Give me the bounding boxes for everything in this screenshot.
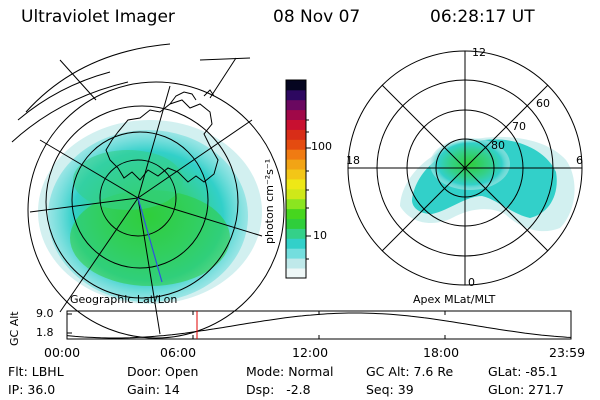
- midnight-meridian: [137, 197, 163, 283]
- timeline-frame: [66, 310, 572, 340]
- orbit-altitude-curve: [66, 312, 572, 339]
- colorbar-band: [286, 159, 306, 170]
- colorbar-band: [286, 238, 306, 249]
- timeline-xtick-1200: 12:00: [292, 345, 329, 360]
- colorbar-band: [286, 198, 306, 210]
- colorbar: [286, 80, 306, 279]
- status-filter: Flt: LBHL: [8, 364, 64, 379]
- colorbar-tick-10: 10: [313, 229, 327, 242]
- colorbar-band: [286, 208, 306, 219]
- colorbar-band: [286, 169, 306, 180]
- right-panel-caption: Apex MLat/MLT: [413, 293, 496, 306]
- status-ip: IP: 36.0: [8, 382, 56, 397]
- colorbar-frame: [285, 79, 307, 279]
- colorbar-tick-100: 100: [311, 140, 332, 153]
- auroral-image-right: [400, 136, 575, 232]
- colorbar-band: [286, 129, 306, 140]
- status-door: Door: Open: [127, 364, 199, 379]
- colorbar-band: [286, 218, 306, 229]
- instrument-title: Ultraviolet Imager: [21, 7, 175, 27]
- colorbar-band: [286, 109, 306, 120]
- mlat-label-80: 80: [491, 139, 505, 152]
- status-dsp: Dsp: -2.8: [246, 382, 311, 397]
- status-gc-alt: GC Alt: 7.6 Re: [366, 364, 454, 379]
- image-time: 06:28:17 UT: [430, 7, 535, 27]
- auroral-image-left: [38, 120, 262, 304]
- status-mode: Mode: Normal: [246, 364, 334, 379]
- status-glon: GLon: 271.7: [488, 382, 564, 397]
- colorbar-band: [286, 89, 306, 101]
- timeline-ytick-high: 9.0: [36, 307, 54, 320]
- status-seq: Seq: 39: [366, 382, 414, 397]
- image-date: 08 Nov 07: [273, 7, 361, 27]
- colorbar-ticks: [306, 119, 311, 260]
- colorbar-band: [286, 188, 306, 200]
- timeline-ticks: [67, 311, 446, 339]
- mlt-label-0: 0: [468, 276, 475, 289]
- timeline-xtick-2359: 23:59: [549, 345, 586, 360]
- status-gain: Gain: 14: [127, 382, 180, 397]
- colorbar-band: [286, 179, 306, 190]
- timeline-xtick-0600: 06:00: [160, 345, 197, 360]
- colorbar-unit-label: photon cm⁻²s⁻¹: [263, 158, 276, 244]
- colorbar-band: [286, 149, 306, 160]
- timeline-xtick-1800: 18:00: [423, 345, 460, 360]
- timeline-axis-label: GC Alt: [8, 311, 21, 346]
- status-glat: GLat: -85.1: [488, 364, 558, 379]
- mlat-label-60: 60: [536, 97, 550, 110]
- geographic-map: [11, 43, 285, 339]
- colorbar-band: [286, 139, 306, 150]
- mlat-label-70: 70: [512, 120, 526, 133]
- outer-grid: [11, 43, 251, 143]
- timeline-ytick-low: 1.8: [36, 326, 54, 339]
- colorbar-band: [286, 99, 306, 111]
- left-panel-caption: Geographic Lat/Lon: [70, 293, 178, 306]
- coastline: [105, 99, 219, 183]
- colorbar-band: [286, 248, 306, 259]
- colorbar-band: [286, 80, 306, 91]
- colorbar-band: [286, 228, 306, 239]
- mlt-label-6: 6: [576, 154, 583, 167]
- mlt-label-18: 18: [346, 154, 360, 167]
- timeline-xtick-0000: 00:00: [44, 345, 81, 360]
- mlt-spokes: [348, 51, 582, 285]
- latitude-circles: [27, 81, 285, 339]
- apex-polar-plot: [347, 50, 583, 286]
- colorbar-band: [286, 258, 306, 269]
- colorbar-band: [286, 268, 306, 279]
- meridians: [29, 85, 263, 335]
- mlt-label-12: 12: [472, 46, 486, 59]
- colorbar-band: [286, 119, 306, 130]
